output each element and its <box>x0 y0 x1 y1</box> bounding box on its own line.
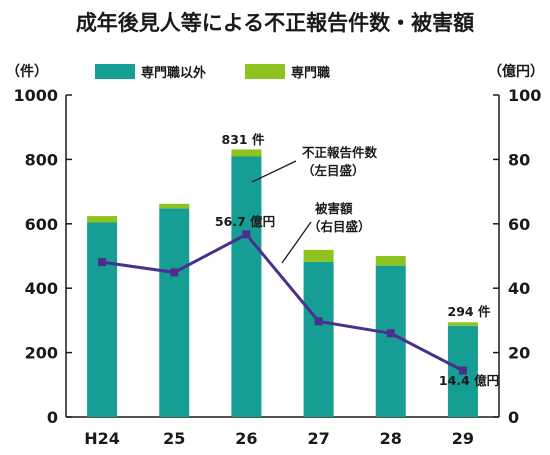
bar-professional <box>159 203 190 209</box>
x-category-label: 26 <box>235 429 257 448</box>
annotation-bar-26-total: 831 件 <box>222 132 265 147</box>
legend-label-professional: 専門職 <box>291 65 330 81</box>
damage-line-point <box>242 230 251 239</box>
bar-non-professional <box>231 156 262 417</box>
chart-title: 成年後見人等による不正報告件数・被害額 <box>76 11 474 35</box>
left-tick-label: 800 <box>25 150 58 169</box>
x-category-label: 25 <box>163 429 185 448</box>
bars-callout-leader <box>251 160 297 183</box>
right-tick-label: 80 <box>508 150 530 169</box>
bars-callout-line2: （左目盛） <box>302 163 365 178</box>
annotation-line-26-value: 56.7 億円 <box>215 214 275 229</box>
bar-non-professional <box>159 208 190 417</box>
damage-line-point <box>386 329 395 338</box>
left-tick-label: 0 <box>47 408 58 427</box>
left-axis-unit: （件） <box>6 63 48 80</box>
damage-line-point <box>98 258 107 267</box>
line-callout-line2: （右目盛） <box>308 219 371 234</box>
annotation-line-29-value: 14.4 億円 <box>439 373 499 388</box>
bar-non-professional <box>303 261 334 417</box>
legend-swatch-professional <box>245 64 285 79</box>
line-callout-line1: 被害額 <box>315 201 353 216</box>
tick-labels: 0 200 400 600 800 1000 0 20 40 60 80 100 H24 25 26 27 28… <box>13 86 541 448</box>
bar-professional <box>375 256 406 266</box>
legend-swatch-non-professional <box>95 64 135 79</box>
bar-professional <box>303 249 334 262</box>
right-tick-label: 40 <box>508 279 530 298</box>
left-tick-label: 400 <box>25 279 58 298</box>
annotation-bar-29-total: 294 件 <box>448 304 491 319</box>
x-category-label: H24 <box>84 429 120 448</box>
right-tick-label: 60 <box>508 215 530 234</box>
damage-line-point <box>314 317 323 326</box>
x-category-label: 27 <box>307 429 329 448</box>
right-tick-label: 20 <box>508 344 530 363</box>
bar-professional <box>231 149 262 157</box>
bars <box>87 149 478 417</box>
bar-professional <box>447 322 478 326</box>
damage-line-point <box>170 268 179 277</box>
x-category-label: 28 <box>380 429 402 448</box>
damage-line-path <box>101 232 464 372</box>
line-callout-leader <box>281 221 312 264</box>
left-tick-label: 600 <box>25 215 58 234</box>
bars-callout-line1: 不正報告件数 <box>302 145 378 160</box>
right-tick-label: 0 <box>508 408 519 427</box>
axes <box>65 94 500 418</box>
bar-non-professional <box>87 222 118 417</box>
damage-line-point <box>458 366 467 375</box>
x-category-label: 29 <box>452 429 474 448</box>
damage-line <box>98 230 467 375</box>
right-tick-label: 100 <box>508 86 541 105</box>
bar-professional <box>87 216 118 223</box>
left-tick-label: 1000 <box>13 86 58 105</box>
bar-non-professional <box>375 265 406 417</box>
left-tick-label: 200 <box>25 344 58 363</box>
right-axis-unit: （億円） <box>488 63 544 80</box>
legend-label-non-professional: 専門職以外 <box>141 65 206 81</box>
